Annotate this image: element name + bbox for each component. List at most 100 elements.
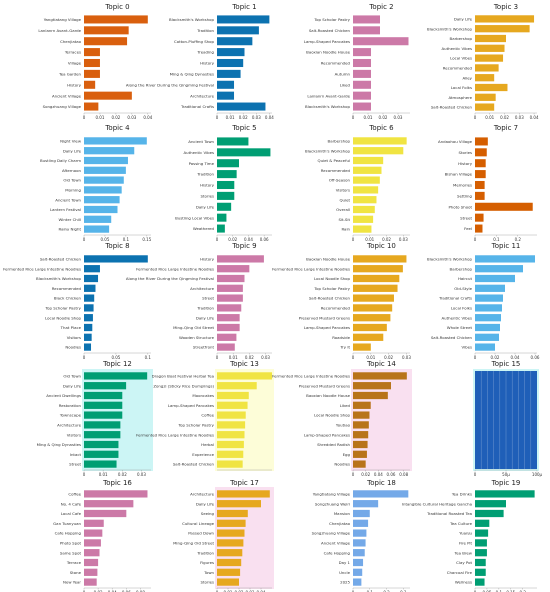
chart-bar	[353, 509, 370, 518]
chart-tick-label: 0	[83, 237, 86, 242]
chart-bar	[217, 323, 240, 332]
chart-category-label: Ancient Dwellings	[46, 393, 81, 398]
chart-bar	[353, 102, 371, 111]
chart-tick-label: 0	[474, 237, 477, 242]
chart-bar	[353, 205, 375, 214]
chart-category-label: Recommended	[321, 306, 351, 311]
chart-tick-label: 0	[216, 590, 219, 592]
chart-category-label: Daily Life	[454, 17, 473, 22]
chart-title-6: Topic 6	[368, 124, 394, 132]
chart-category-label: No. 4 Cafe	[61, 501, 82, 506]
chart-category-label: Bustling Local Vibes	[175, 215, 214, 220]
chart-category-label: Intangible Cultural Heritage Gancha	[402, 501, 473, 506]
chart-category-label: Salt-Roasted Chicken	[309, 28, 351, 33]
chart-category-label: Try It	[339, 345, 350, 350]
chart-bar	[475, 25, 530, 33]
chart-bar	[217, 170, 237, 179]
chart-category-label: Tea Garden	[58, 71, 82, 76]
chart-bar	[353, 255, 407, 263]
chart-category-label: Street	[202, 296, 214, 301]
chart-bar	[475, 529, 489, 537]
chart-tick-label: 0	[83, 115, 86, 120]
chart-bar	[217, 431, 245, 439]
chart-bar	[84, 255, 148, 263]
chart-bar	[353, 15, 380, 24]
chart-13: Topic 13 Dragon Boat Festival Herbal Tea Z…	[136, 360, 274, 471]
chart-bar	[217, 202, 232, 211]
chart-11: Topic 11 Blacksmith's Workshop Barbershop H…	[427, 242, 540, 360]
chart-tick-label: 0	[352, 355, 355, 360]
chart-bar	[217, 274, 245, 283]
chart-bar	[84, 421, 121, 429]
chart-bar	[217, 440, 244, 449]
chart-tick-label: 0.15	[506, 590, 515, 592]
chart-bar	[353, 558, 364, 567]
chart-category-label: Treading	[196, 50, 214, 55]
chart-category-label: Lamp-Shaped Pancakes	[304, 325, 350, 330]
chart-category-label: Liked	[340, 403, 351, 408]
chart-category-label: Mansion	[334, 511, 351, 516]
chart-bar	[84, 284, 96, 292]
chart-category-label: Baoxian Noodle House	[306, 257, 350, 262]
chart-category-label: Night View	[60, 139, 82, 144]
chart-category-label: Ming-Qing Old Street	[173, 325, 214, 330]
chart-bar	[217, 519, 246, 527]
chart-bar	[353, 578, 362, 586]
chart-4: Topic 4 Night View Daily Life Bustling Dail…	[40, 124, 152, 242]
chart-bar	[475, 314, 501, 322]
chart-bar	[84, 91, 132, 100]
chart-bar	[475, 265, 523, 273]
chart-bar	[353, 519, 369, 527]
chart-title-13: Topic 13	[229, 360, 259, 368]
chart-tick-label: 0.03	[399, 237, 408, 242]
chart-14: Topic 14 Fermented Rice Large Intestine N…	[272, 360, 412, 477]
chart-category-label: Charcoal Fire	[447, 570, 473, 575]
chart-tick-label: 0	[216, 237, 219, 242]
chart-category-label: Ming-Qing Old Street	[173, 541, 214, 546]
chart-category-label: Local Cafe	[61, 511, 82, 516]
chart-category-label: Youtiao	[336, 423, 351, 428]
chart-bar	[475, 549, 487, 557]
chart-bar	[217, 549, 243, 557]
chart-bar	[84, 294, 95, 302]
chart-category-label: Alley	[462, 75, 472, 80]
chart-category-label: Streetfront	[193, 345, 215, 350]
chart-bar	[217, 401, 248, 409]
chart-category-label: Mooncakes	[192, 393, 214, 398]
chart-bar	[217, 69, 241, 78]
chart-bar	[84, 519, 104, 527]
chart-bar	[475, 44, 505, 52]
chart-category-label: Ancient Town	[188, 139, 214, 144]
chart-bar	[475, 170, 486, 179]
chart-category-label: Visitors	[67, 432, 81, 437]
chart-category-label: Daily Life	[63, 383, 82, 388]
chart-category-label: Fermented Rice Large Intestine Noodles	[272, 266, 350, 271]
chart-category-label: Along the River During the Qingming Fest…	[126, 82, 214, 87]
chart-category-label: Photo Spot	[60, 541, 82, 546]
chart-category-label: Yangtiatang Village	[44, 17, 82, 22]
chart-category-label: Experience	[192, 452, 214, 457]
chart-bar	[353, 460, 366, 468]
chart-bar	[353, 137, 407, 145]
chart-category-label: Local Folks	[451, 306, 472, 311]
chart-category-label: Intact	[70, 452, 82, 457]
chart-bar	[217, 265, 250, 273]
chart-bar	[475, 323, 500, 332]
chart-category-label: Top Scholar Pastry	[177, 423, 214, 428]
chart-category-label: Stone	[70, 570, 82, 575]
chart-tick-label: 0.2	[515, 237, 522, 242]
chart-tick-label: 0	[83, 590, 86, 592]
chart-bar	[353, 440, 368, 449]
chart-bar	[84, 69, 100, 78]
chart-bar	[353, 58, 371, 68]
chart-tick-label: 0.2	[520, 590, 527, 592]
chart-category-label: Preserved Mustard Greens	[299, 315, 350, 320]
chart-bar	[353, 176, 380, 184]
chart-bar	[84, 382, 127, 390]
chart-bar	[353, 215, 374, 223]
chart-category-label: History	[458, 161, 473, 166]
chart-bar	[475, 83, 508, 92]
chart-category-label: Salt-Roasted Chicken	[431, 105, 473, 110]
chart-category-label: Authentic Vibes	[441, 46, 472, 51]
chart-category-label: Old Town	[63, 178, 81, 183]
